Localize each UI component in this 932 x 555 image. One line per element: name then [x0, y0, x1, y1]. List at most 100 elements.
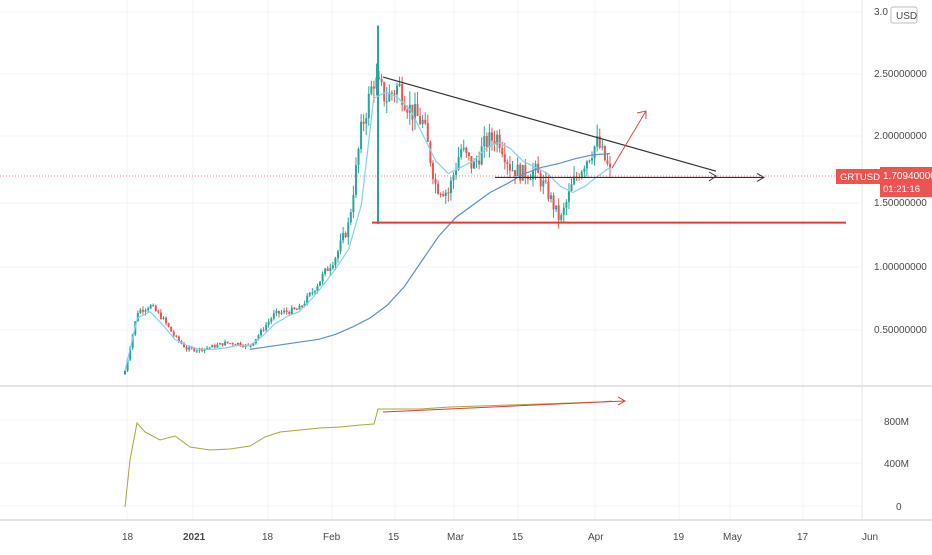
candle-body — [452, 174, 455, 181]
candle-body — [437, 183, 440, 194]
candle-body — [167, 323, 170, 327]
candle-body — [144, 310, 147, 312]
volume-label-800m: 800M — [884, 417, 909, 428]
volume-pane[interactable] — [124, 396, 627, 508]
candle-body — [170, 326, 173, 332]
price-label-1: 1.00000000 — [874, 262, 927, 273]
candle-body — [560, 214, 563, 221]
date-label-2021: 2021 — [183, 532, 206, 543]
candle-body — [388, 92, 391, 102]
currency-label: USD — [896, 11, 917, 22]
candle-body — [208, 347, 211, 349]
candle-body — [172, 331, 175, 336]
candle-body — [467, 152, 470, 157]
date-label-mar: Mar — [447, 532, 465, 543]
candle-body — [370, 86, 373, 94]
candle-body — [603, 146, 606, 161]
date-label-15b: 15 — [512, 532, 524, 543]
candle-body — [295, 309, 298, 311]
candle-body — [485, 136, 488, 147]
candle-body — [398, 83, 401, 86]
candle-body — [229, 343, 232, 345]
candle-body — [567, 191, 570, 202]
candle-body — [408, 104, 411, 113]
date-label-may: May — [723, 532, 742, 543]
candle-body — [216, 344, 219, 348]
candle-body — [419, 115, 422, 125]
candle-body — [262, 329, 265, 331]
candle-body — [231, 343, 234, 345]
candle-body — [311, 292, 314, 294]
candle-body — [380, 78, 383, 83]
candle-body — [431, 162, 434, 179]
currency-badge[interactable] — [890, 6, 918, 24]
candle-body — [562, 207, 565, 215]
candle-body — [249, 345, 252, 347]
candle-body — [557, 205, 560, 221]
candle-body — [234, 344, 237, 346]
candle-body — [549, 195, 552, 199]
candle-body — [493, 140, 496, 145]
candle-body — [177, 336, 180, 342]
candle-body — [342, 232, 345, 241]
volume-arrowhead — [617, 396, 627, 406]
candle-body — [542, 180, 545, 187]
candle-body — [596, 136, 599, 147]
candle-body — [480, 146, 483, 165]
candle-body — [157, 311, 160, 313]
candle-body — [521, 165, 524, 181]
candle-body — [152, 305, 155, 307]
candle-body — [159, 312, 162, 319]
candle-body — [195, 350, 198, 352]
date-label-19: 19 — [673, 532, 685, 543]
candle-body — [362, 121, 365, 124]
candle-body — [280, 312, 283, 314]
candle-body — [360, 121, 363, 150]
candle-body — [293, 307, 296, 310]
candle-body — [290, 307, 293, 314]
candle-body — [552, 195, 555, 210]
candle-body — [462, 147, 465, 150]
candle-body — [390, 92, 393, 94]
candle-body — [336, 251, 339, 259]
candle-body — [383, 82, 386, 102]
candle-body — [308, 292, 311, 296]
price-pane[interactable] — [0, 25, 846, 375]
candle-body — [211, 345, 214, 348]
candle-body — [496, 134, 499, 145]
volume-label-0: 0 — [896, 502, 902, 513]
candle-body — [532, 170, 535, 180]
candle-body — [449, 180, 452, 194]
candle-body — [349, 212, 352, 223]
candle-body — [267, 321, 270, 325]
date-label-apr: Apr — [588, 532, 604, 543]
candle-body — [372, 86, 375, 89]
candle-body — [139, 309, 142, 314]
candle-body — [508, 163, 511, 171]
candle-body — [555, 205, 558, 210]
price-label-0-5: 0.50000000 — [874, 325, 927, 336]
candle-body — [580, 171, 583, 178]
candle-body — [460, 149, 463, 157]
candle-body — [365, 118, 368, 124]
candle-body — [129, 348, 132, 360]
resistance-arrowhead — [708, 171, 717, 182]
candle-body — [447, 192, 450, 194]
candle-body — [516, 164, 519, 177]
candle-body — [501, 148, 504, 155]
candle-body — [357, 149, 360, 166]
volume-line — [124, 400, 613, 508]
candle-body — [544, 180, 547, 182]
candle-body — [329, 268, 332, 271]
candle-body — [319, 281, 322, 286]
candle-body — [252, 343, 255, 346]
candle-body — [585, 161, 588, 169]
price-badge — [880, 167, 932, 197]
candle-body — [583, 168, 586, 172]
candle-body — [524, 165, 527, 178]
candle-body — [385, 101, 388, 103]
candle-body — [226, 341, 229, 344]
candle-body — [570, 184, 573, 192]
candle-body — [591, 158, 594, 161]
